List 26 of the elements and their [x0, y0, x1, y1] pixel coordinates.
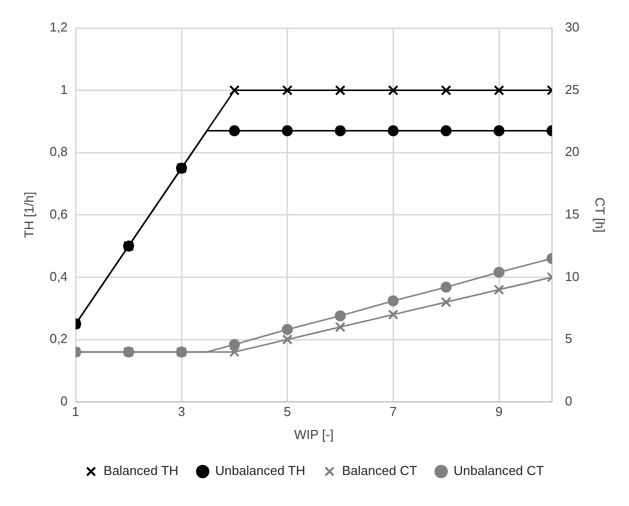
y-tick-label: 0 — [60, 393, 68, 408]
x-tick-label: 7 — [390, 404, 397, 420]
legend-label: Balanced CT — [342, 463, 418, 478]
y2-tick-label: 25 — [564, 82, 580, 97]
y2-axis-title: CT [h] — [592, 197, 608, 232]
x-axis-title: WIP [-] — [294, 426, 334, 442]
y2-tick-label: 10 — [564, 268, 580, 284]
legend-label: Balanced TH — [104, 463, 178, 478]
y-tick-label: 0,2 — [50, 331, 68, 346]
x-tick-label: 1 — [72, 404, 80, 420]
y2-tick-label: 20 — [564, 144, 580, 160]
y2-tick-label: 5 — [564, 331, 572, 346]
x-tick-label: 3 — [178, 404, 186, 420]
y-axis-title: TH [1/h] — [21, 192, 36, 238]
y2-tick-label: 30 — [564, 20, 580, 35]
y-tick-label: 0,6 — [50, 206, 68, 222]
y-tick-label: 1,2 — [50, 20, 68, 35]
legend-label: Unbalanced CT — [454, 463, 544, 478]
y-tick-label: 1 — [60, 82, 68, 97]
y-tick-label: 0,8 — [50, 144, 68, 160]
x-tick-label: 9 — [495, 404, 503, 420]
y2-tick-label: 0 — [564, 393, 572, 408]
y-tick-label: 0,4 — [50, 268, 68, 284]
x-tick-label: 5 — [284, 404, 291, 420]
y2-tick-label: 15 — [564, 206, 580, 222]
legend-label: Unbalanced TH — [215, 463, 306, 478]
